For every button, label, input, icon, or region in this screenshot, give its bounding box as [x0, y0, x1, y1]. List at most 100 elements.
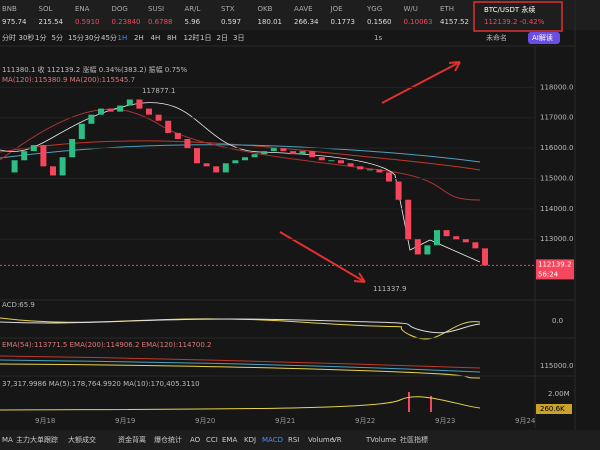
ticker-symbol[interactable]: STX: [221, 5, 235, 13]
candle: [30, 145, 37, 152]
ticker-symbol[interactable]: W/U: [404, 5, 418, 13]
ticker-symbol[interactable]: AR/L: [185, 5, 201, 13]
candle: [78, 123, 85, 139]
timeframe[interactable]: 1日: [200, 34, 211, 42]
indicator[interactable]: MA: [2, 436, 13, 444]
candle: [434, 230, 440, 246]
timeframe[interactable]: 2H: [134, 34, 144, 42]
low-annotation: 111337.9: [373, 285, 406, 293]
candle: [328, 160, 335, 162]
ticker-price[interactable]: 5.96: [185, 18, 201, 26]
ticker-price[interactable]: 0.5910: [75, 18, 100, 26]
indicator[interactable]: MACD: [262, 436, 283, 444]
candle: [69, 138, 76, 158]
timeframe[interactable]: 分时: [2, 33, 16, 42]
ticker-symbol[interactable]: ENA: [75, 5, 90, 13]
candle: [453, 236, 460, 240]
timeframe[interactable]: 5分: [52, 33, 63, 42]
timeframe[interactable]: 8H: [167, 34, 177, 42]
indicator[interactable]: 资金背离: [118, 435, 146, 444]
ticker-symbol[interactable]: ETH: [440, 5, 454, 13]
ticker-price[interactable]: 215.54: [39, 18, 64, 26]
candle: [366, 169, 373, 171]
indicator[interactable]: RSI: [288, 436, 299, 444]
ticker-price[interactable]: 0.1560: [367, 18, 392, 26]
candle: [232, 160, 239, 164]
indicator[interactable]: AO: [190, 436, 201, 444]
timeframe[interactable]: 30分: [85, 33, 101, 42]
candle: [11, 160, 18, 173]
ticker-symbol[interactable]: SUSI: [148, 5, 164, 13]
arrow: [381, 61, 461, 104]
indicator[interactable]: CCI: [206, 436, 218, 444]
ticker-symbol[interactable]: DOG: [112, 5, 128, 13]
last-price-tag: [536, 259, 574, 280]
indicator[interactable]: EMA: [222, 436, 237, 444]
timeframe[interactable]: 12时: [184, 33, 200, 42]
indicator[interactable]: 社區指標: [400, 435, 428, 444]
ticker-symbol[interactable]: BNB: [2, 5, 17, 13]
ticker-price[interactable]: 975.74: [2, 18, 27, 26]
timeframe[interactable]: 45分: [101, 33, 117, 42]
candle: [242, 157, 248, 161]
candle: [386, 172, 392, 182]
macd-line: [0, 317, 481, 340]
ticker-price[interactable]: 4157.52: [440, 18, 469, 26]
volume-legend: 37,317.9986 MA(5):178,764.9920 MA(10):17…: [2, 380, 200, 388]
candle: [107, 108, 114, 112]
ma-legend: MA(120):115380.9 MA(200):115545.7: [2, 76, 135, 84]
y-tick-label: 118000.0: [540, 83, 573, 91]
indicator[interactable]: 主力大单跟踪: [16, 435, 58, 444]
ticker-symbol[interactable]: JOE: [330, 5, 343, 13]
candle: [405, 199, 412, 240]
ticker-symbol[interactable]: YGG: [366, 5, 382, 13]
timeframe[interactable]: 1分: [35, 33, 46, 42]
ai-button[interactable]: [528, 32, 560, 44]
ticker-price[interactable]: 0.1773: [331, 18, 356, 26]
ticker-symbol[interactable]: AAVE: [294, 5, 313, 13]
volume-bar: [430, 396, 432, 412]
quote: 112139.2 -0.42%: [484, 18, 545, 26]
ticker-price[interactable]: 0.597: [221, 18, 241, 26]
candle: [40, 145, 47, 167]
indicator[interactable]: 爆仓统计: [154, 435, 182, 444]
candle: [146, 108, 152, 115]
indicator[interactable]: Volume: [308, 436, 334, 444]
candle: [261, 151, 268, 155]
ticker-price[interactable]: 266.34: [294, 18, 319, 26]
y-tick-label: 115000.0: [540, 174, 573, 182]
indicator[interactable]: KDJ: [244, 436, 256, 444]
pair[interactable]: BTC/USDT 永续: [484, 5, 535, 14]
macd-line: [0, 318, 481, 334]
ticker-price[interactable]: 0.6788: [148, 18, 173, 26]
candle: [98, 108, 104, 115]
ticker-symbol[interactable]: OKB: [258, 5, 273, 13]
y-tick-label: 117000.0: [540, 114, 573, 122]
ai-label[interactable]: AI解读: [532, 33, 553, 42]
date-label: 9月20: [195, 417, 215, 425]
candle: [174, 132, 181, 139]
indicator[interactable]: VR: [332, 436, 342, 444]
candle: [376, 169, 383, 173]
timeframe[interactable]: 4H: [151, 34, 161, 42]
candle: [424, 245, 431, 255]
speed[interactable]: 1s: [374, 34, 382, 42]
timeframe[interactable]: 3日: [233, 34, 244, 42]
ticker-symbol[interactable]: SOL: [39, 5, 53, 13]
volume-tick: 2.00M: [548, 390, 570, 398]
timeframe[interactable]: 1H: [118, 34, 128, 42]
layout-name[interactable]: 未命名: [486, 33, 507, 42]
timeframe[interactable]: 2日: [217, 34, 228, 42]
indicator[interactable]: 大额成交: [68, 435, 96, 444]
indicator[interactable]: TVolume: [365, 436, 396, 444]
candle: [21, 151, 28, 161]
timeframe[interactable]: 15分: [68, 33, 84, 42]
highlight-box: [473, 1, 563, 32]
candle: [482, 248, 488, 266]
ticker-price[interactable]: 0.23840: [112, 18, 141, 26]
timeframe[interactable]: 30秒: [19, 33, 35, 42]
ticker-price[interactable]: 180.01: [258, 18, 283, 26]
ticker-price[interactable]: 0.10063: [404, 18, 433, 26]
